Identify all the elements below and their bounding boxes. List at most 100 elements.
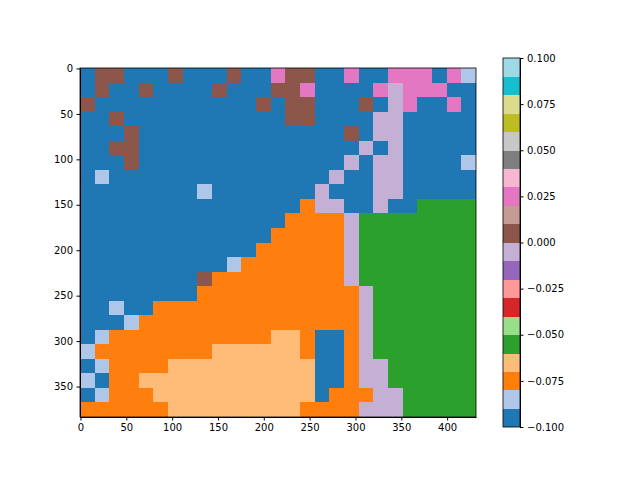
heatmap-cell	[183, 257, 198, 272]
heatmap-cell	[139, 330, 154, 345]
heatmap-cell	[183, 301, 198, 316]
heatmap-cell	[124, 213, 139, 228]
heatmap-cell	[168, 330, 183, 345]
tick-mark	[520, 196, 524, 197]
heatmap-cell	[388, 213, 403, 228]
heatmap-cell	[227, 112, 242, 127]
heatmap-cell	[432, 359, 447, 374]
heatmap-cell	[329, 272, 344, 287]
tick-label: 0	[78, 422, 84, 433]
heatmap-cell	[256, 170, 271, 185]
heatmap-cell	[212, 315, 227, 330]
heatmap-cell	[403, 155, 418, 170]
heatmap-cell	[168, 68, 183, 83]
heatmap-cell	[80, 330, 95, 345]
heatmap-cell	[344, 170, 359, 185]
heatmap-cell	[329, 301, 344, 316]
heatmap-cell	[139, 228, 154, 243]
heatmap-cell	[373, 126, 388, 141]
heatmap-cell	[417, 199, 432, 214]
tick-label: 250	[301, 422, 320, 433]
heatmap-cell	[241, 388, 256, 403]
heatmap-cell	[80, 199, 95, 214]
heatmap-cell	[300, 213, 315, 228]
heatmap-cell	[95, 402, 110, 417]
heatmap-cell	[212, 213, 227, 228]
heatmap-cell	[271, 213, 286, 228]
heatmap-cell	[80, 402, 95, 417]
heatmap-cell	[124, 199, 139, 214]
heatmap-cell	[168, 402, 183, 417]
heatmap-cell	[109, 228, 124, 243]
heatmap-cell	[241, 97, 256, 112]
heatmap-cell	[315, 68, 330, 83]
heatmap-cell	[315, 301, 330, 316]
heatmap-cell	[153, 344, 168, 359]
heatmap-cell	[109, 272, 124, 287]
heatmap-cell	[329, 402, 344, 417]
heatmap-cell	[359, 184, 374, 199]
heatmap-cell	[197, 97, 212, 112]
heatmap-cell	[388, 126, 403, 141]
heatmap-cell	[271, 126, 286, 141]
heatmap-cell	[153, 388, 168, 403]
heatmap-cell	[197, 126, 212, 141]
tick-mark	[77, 296, 81, 297]
heatmap-cell	[285, 359, 300, 374]
heatmap-cell	[329, 184, 344, 199]
heatmap-cell	[95, 97, 110, 112]
heatmap-cell	[109, 402, 124, 417]
heatmap-cell	[197, 170, 212, 185]
heatmap-cell	[183, 359, 198, 374]
heatmap-cell	[183, 243, 198, 258]
heatmap-cell	[212, 97, 227, 112]
heatmap-cell	[80, 257, 95, 272]
heatmap-cell	[329, 83, 344, 98]
heatmap-cell	[95, 286, 110, 301]
heatmap-cell	[417, 402, 432, 417]
heatmap-cell	[432, 344, 447, 359]
heatmap-cell	[432, 68, 447, 83]
chart: 0501001502002503003504000501001502002503…	[0, 0, 640, 480]
heatmap-cell	[139, 402, 154, 417]
tick-mark	[520, 243, 524, 244]
heatmap-cell	[388, 402, 403, 417]
heatmap-cell	[153, 155, 168, 170]
heatmap-cell	[388, 373, 403, 388]
heatmap-cell	[373, 286, 388, 301]
heatmap-cell	[329, 170, 344, 185]
heatmap-cell	[256, 112, 271, 127]
heatmap-cell	[212, 228, 227, 243]
heatmap-cell	[183, 213, 198, 228]
heatmap-cell	[241, 184, 256, 199]
tick-label: −0.050	[527, 329, 564, 340]
heatmap-cell	[388, 272, 403, 287]
tick-mark	[77, 387, 81, 388]
tick: −0.025	[520, 283, 564, 294]
heatmap-cell	[461, 155, 476, 170]
heatmap-cell	[300, 68, 315, 83]
heatmap-cell	[227, 344, 242, 359]
heatmap-cell	[124, 388, 139, 403]
tick: 400	[438, 417, 457, 433]
tick-label: 0	[67, 63, 73, 74]
heatmap-cell	[109, 315, 124, 330]
heatmap-cell	[344, 68, 359, 83]
colorbar-segment	[503, 316, 520, 335]
heatmap-cell	[183, 272, 198, 287]
heatmap-cell	[447, 213, 462, 228]
heatmap-cell	[212, 126, 227, 141]
heatmap-cell	[432, 141, 447, 156]
heatmap-cell	[285, 112, 300, 127]
heatmap-cell	[197, 330, 212, 345]
heatmap-cell	[197, 257, 212, 272]
heatmap-cell	[109, 97, 124, 112]
heatmap-cell	[432, 184, 447, 199]
heatmap-cell	[256, 97, 271, 112]
heatmap-cell	[461, 272, 476, 287]
heatmap-cell	[359, 155, 374, 170]
heatmap-cell	[153, 126, 168, 141]
tick: 350	[54, 381, 80, 392]
heatmap-cell	[95, 315, 110, 330]
tick-mark	[447, 417, 448, 421]
